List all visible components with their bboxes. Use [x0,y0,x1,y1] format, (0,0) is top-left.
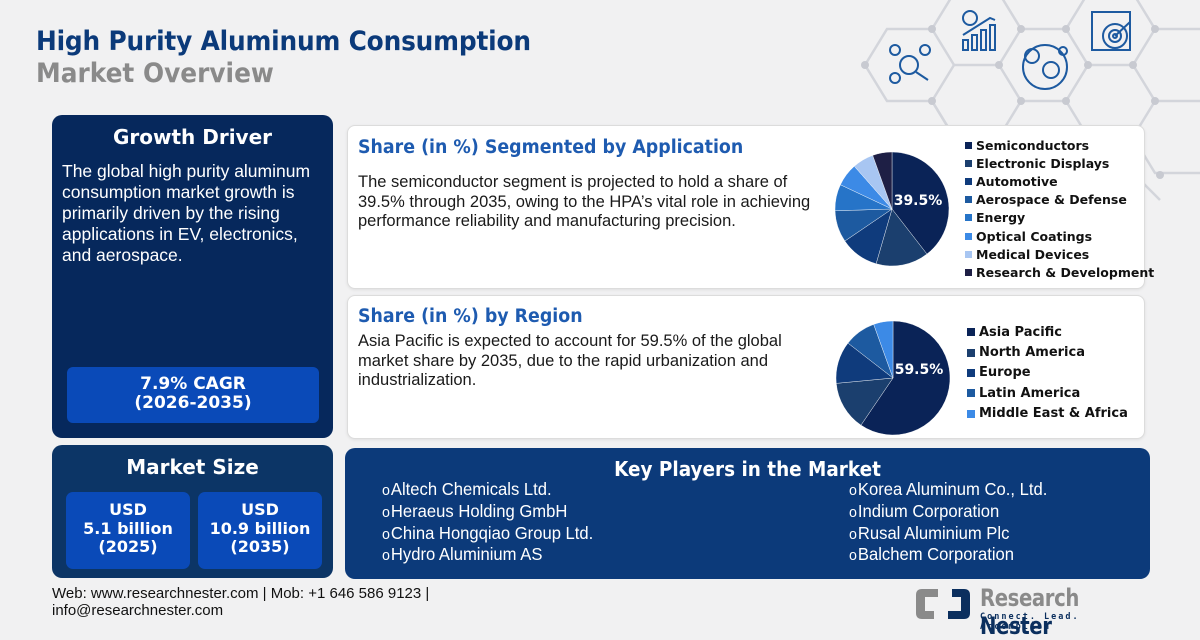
year: (2035) [230,537,290,556]
legend-item: Middle East & Africa [967,404,1128,424]
growth-driver-card: Growth Driver The global high purity alu… [52,115,333,438]
legend-swatch [965,232,972,240]
legend-swatch [965,177,972,185]
player-item: Altech Chemicals Ltd. [382,479,593,501]
legend-swatch [967,348,975,357]
pie-slice [875,208,928,267]
market-size-2035: USD 10.9 billion (2035) [198,492,322,569]
legend-item: Electronic Displays [965,154,1154,172]
legend-label: North America [979,345,1085,361]
player-item: Rusal Aluminium Plc [849,523,1047,545]
target-clipboard-icon [1091,11,1131,51]
pie-slice [891,151,950,255]
legend-item: Automotive [965,172,1154,190]
page-title: High Purity Aluminum Consumption [36,26,531,57]
legend-item: Energy [965,209,1154,227]
legend-label: Automotive [976,173,1058,189]
region-share-card: Share (in %) by Region Asia Pacific is e… [347,295,1145,439]
logo-mark-icon [916,589,970,619]
legend-label: Semiconductors [976,137,1090,153]
legend-swatch [967,409,975,418]
pie-highlight-label: 39.5% [894,193,943,209]
logo-tagline: Connect. Lead. Accomplish [980,612,1080,632]
legend-swatch [965,268,972,276]
region-legend: Asia Pacific North America Europe Latin Ame… [967,322,1128,424]
market-size-title: Market Size [126,455,259,479]
cagr-period: (2026-2035) [134,393,252,413]
market-size-2025: USD 5.1 billion (2025) [66,492,190,569]
application-legend: Semiconductors Electronic Displays Automot… [965,136,1154,282]
legend-swatch [967,389,975,398]
key-players-card: Key Players in the Market Altech Chemica… [345,448,1150,579]
player-item: China Hongqiao Group Ltd. [382,523,593,545]
player-item: Heraeus Holding GmbH [382,501,593,523]
footer-email: info@researchnester.com [52,602,224,619]
network-analysis-icon [889,44,931,84]
growth-driver-text: The global high purity aluminum consumpt… [62,161,311,265]
legend-item: Aerospace & Defense [965,191,1154,209]
legend-label: Europe [979,365,1031,381]
legend-label: Optical Coatings [976,228,1093,244]
legend-item: Latin America [967,383,1128,403]
pie-highlight-label: 59.5% [895,362,944,378]
legend-swatch [965,214,972,222]
growth-driver-title: Growth Driver [112,125,273,149]
application-share-card: Share (in %) Segmented by Application Th… [347,125,1154,289]
region-share-text: Asia Pacific is expected to account for … [358,332,782,389]
growth-chart-icon [962,10,996,51]
application-share-text: The semiconductor segment is projected t… [358,173,811,230]
legend-swatch [967,368,975,377]
cagr-badge: 7.9% CAGR (2026-2035) [67,367,319,423]
legend-label: Aerospace & Defense [976,192,1127,208]
cagr-value: 7.9% CAGR [140,374,246,394]
legend-swatch [965,141,972,149]
footer-web-phone: Web: www.researchnester.com | Mob: +1 64… [52,585,430,602]
legend-item: Optical Coatings [965,227,1154,245]
key-players-title: Key Players in the Market [614,457,881,481]
currency: USD [241,500,279,519]
currency: USD [109,500,147,519]
logo-name: Research Nester [980,584,1079,640]
legend-label: Latin America [979,385,1081,401]
legend-swatch [965,250,972,258]
legend-label: Medical Devices [976,246,1090,262]
player-item: Korea Aluminum Co., Ltd. [849,479,1047,501]
legend-item: Europe [967,363,1128,383]
legend-label: Asia Pacific [979,324,1063,340]
research-nester-logo: Research Nester Connect. Lead. Accomplis… [912,584,1152,640]
legend-item: Asia Pacific [967,322,1128,342]
key-players-right-list: Korea Aluminum Co., Ltd. Indium Corporat… [849,479,1058,566]
market-size-card: Market Size USD 5.1 billion (2025) USD 1… [52,445,333,578]
legend-swatch [967,328,975,337]
legend-label: Research & Development [976,264,1155,280]
legend-item: Medical Devices [965,245,1154,263]
pie-slice [873,320,894,379]
pie-slice [860,320,951,436]
value: 5.1 billion [83,518,173,538]
legend-swatch [965,196,972,204]
pie-slice [872,151,893,210]
year: (2025) [98,537,158,556]
value: 10.9 billion [209,518,311,538]
region-pie-chart: 59.5% [835,320,951,436]
legend-label: Middle East & Africa [979,406,1128,422]
legend-label: Energy [976,210,1026,226]
footer-contact: Web: www.researchnester.com | Mob: +1 64… [52,585,429,619]
player-item: Hydro Aluminium AS [382,544,593,566]
legend-swatch [965,159,972,167]
global-market-icon [1022,44,1068,90]
legend-item: Research & Development [965,263,1154,281]
application-pie-chart: 39.5% [834,151,950,267]
region-share-title: Share (in %) by Region [358,306,583,327]
player-item: Indium Corporation [849,501,1047,523]
player-item: Balchem Corporation [849,544,1047,566]
legend-item: Semiconductors [965,136,1154,154]
legend-item: North America [967,342,1128,362]
application-share-title: Share (in %) Segmented by Application [358,137,744,158]
legend-label: Electronic Displays [976,155,1110,171]
page-subtitle: Market Overview [36,58,274,89]
key-players-left-list: Altech Chemicals Ltd. Heraeus Holding Gm… [382,479,604,566]
